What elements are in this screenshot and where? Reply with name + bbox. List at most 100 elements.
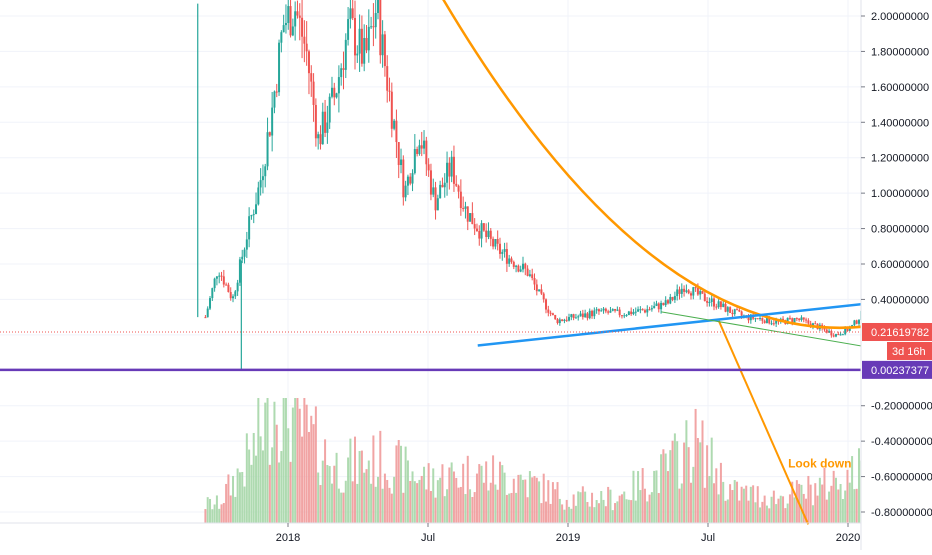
volume-bar [713, 483, 716, 523]
candle-body [614, 309, 617, 311]
support-price-label: 0.00237377 [871, 365, 929, 377]
volume-bar [473, 492, 476, 523]
candle-body [370, 26, 373, 28]
candle-body [501, 251, 504, 254]
volume-bar [637, 471, 640, 523]
volume-bar [409, 480, 412, 523]
candle-body [342, 68, 345, 70]
candle-body [222, 276, 225, 285]
volume-bar [618, 495, 621, 523]
volume-bar [296, 398, 299, 523]
volume-bar [245, 433, 248, 523]
candle-body [238, 259, 241, 283]
candle-body [846, 327, 849, 331]
candle-body [844, 327, 847, 335]
countdown-label: 3d 16h [892, 346, 926, 358]
candle-body [294, 11, 297, 27]
candle-body [241, 256, 244, 260]
y-tick-label: 0.60000000 [871, 259, 929, 271]
candle-body [225, 284, 228, 286]
candle-body [390, 91, 393, 129]
candle-body [452, 156, 455, 184]
candle-body [805, 319, 808, 321]
volume-bar [724, 500, 727, 523]
volume-bar [775, 504, 778, 523]
candle-body [450, 156, 453, 177]
volume-bar [736, 481, 739, 523]
volume-bar [683, 442, 686, 523]
candle-body [634, 311, 637, 313]
candle-body [266, 132, 269, 167]
volume-bar [701, 420, 704, 523]
volume-bar [432, 468, 435, 523]
candle-body [379, 0, 382, 56]
volume-bar [275, 424, 278, 523]
candle-body [427, 164, 430, 171]
candle-body [726, 307, 729, 312]
volume-bar [505, 494, 508, 523]
candle-body [340, 68, 343, 78]
candle-body [245, 239, 248, 250]
candle-body [508, 258, 511, 264]
volume-bar [719, 462, 722, 523]
volume-bar [632, 470, 635, 523]
volume-bar [390, 493, 393, 523]
candle-body [768, 316, 771, 324]
candle-body [547, 309, 550, 313]
candle-body [526, 268, 529, 276]
volume-bar [397, 440, 400, 523]
annotation-look-down: Look down [788, 457, 851, 471]
candle-body [312, 81, 315, 105]
candle-body [455, 183, 458, 186]
volume-bar [839, 484, 842, 523]
volume-bar [248, 449, 251, 523]
candle-body [528, 274, 531, 276]
volume-bar [740, 486, 743, 523]
volume-bar [749, 486, 752, 523]
candle-body [609, 310, 612, 313]
candle-body [669, 296, 672, 304]
candle-body [788, 317, 791, 319]
volume-bar [209, 498, 212, 523]
volume-bar [844, 490, 847, 523]
volume-bar [324, 439, 327, 523]
candle-body [330, 87, 333, 97]
candle-body [793, 318, 796, 323]
volume-bar [402, 492, 405, 523]
volume-bar [602, 499, 605, 523]
volume-bar [229, 495, 232, 523]
volume-bar [284, 398, 287, 523]
volume-bar [400, 445, 403, 523]
candle-body [314, 104, 317, 139]
volume-bar [837, 489, 840, 523]
candle-body [574, 317, 577, 319]
candle-body [264, 166, 267, 177]
candle-body [227, 284, 230, 293]
volume-bar [266, 398, 269, 523]
volume-bar [413, 481, 416, 523]
candle-body [648, 309, 651, 311]
volume-bar [271, 447, 274, 523]
volume-bar [568, 506, 571, 523]
volume-bar [227, 474, 230, 523]
candle-body [517, 265, 520, 272]
volume-bar [372, 435, 375, 523]
volume-bar [485, 461, 488, 523]
candle-body [363, 37, 366, 64]
candle-body [641, 309, 644, 311]
volume-bar [717, 494, 720, 523]
volume-bar [377, 476, 380, 523]
volume-bar [588, 506, 591, 523]
volume-bar [441, 464, 444, 523]
volume-bar [220, 504, 223, 523]
candle-body [353, 17, 356, 56]
candle-body [848, 327, 851, 331]
volume-bar [802, 493, 805, 523]
support-price-tag [862, 360, 932, 379]
volume-bar [411, 471, 414, 523]
volume-bar [363, 472, 366, 523]
candle-body [321, 111, 324, 145]
candle-body [425, 140, 428, 165]
candle-body [335, 93, 338, 98]
